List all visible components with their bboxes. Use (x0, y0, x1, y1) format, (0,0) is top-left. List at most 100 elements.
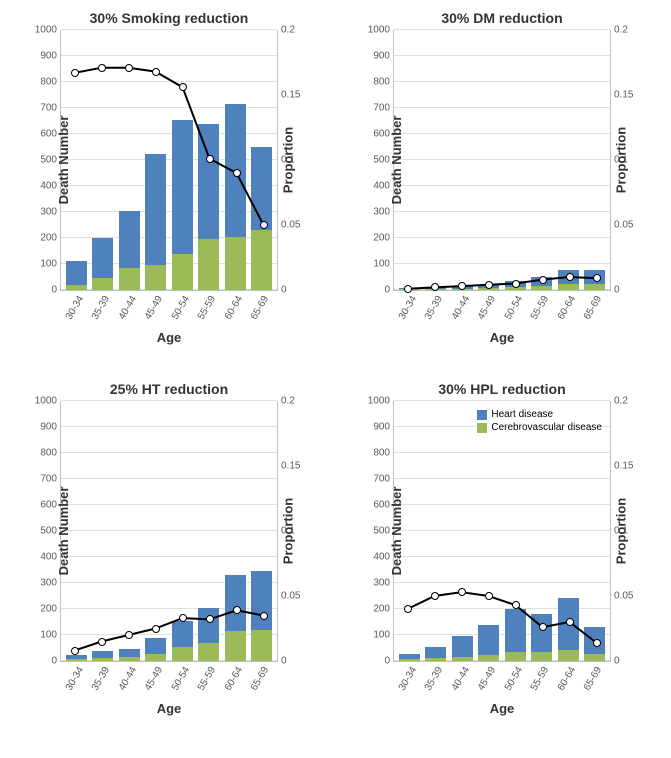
ytick-left: 700 (40, 103, 61, 114)
xtick: 45-49 (143, 665, 165, 693)
bar-group: 30-34 (396, 30, 423, 290)
legend-swatch (477, 410, 487, 420)
ytick-left: 0 (51, 285, 61, 296)
xtick: 30-34 (396, 294, 418, 322)
chart-panel: 25% HT reduction010020030040050060070080… (10, 381, 328, 722)
bar-group: 50-54 (502, 401, 529, 661)
bar-cerebro (251, 230, 272, 290)
bars-container: 30-3435-3940-4445-4950-5455-5960-6465-69 (394, 30, 610, 290)
ytick-left: 700 (373, 474, 394, 485)
line-marker (593, 274, 601, 282)
bar-cerebro (531, 652, 552, 661)
ytick-right: 0.15 (610, 90, 633, 101)
ytick-right: 0.15 (610, 461, 633, 472)
ytick-right: 0 (277, 656, 287, 667)
ytick-left: 0 (384, 285, 394, 296)
xtick: 65-69 (249, 665, 271, 693)
ytick-right: 0.05 (277, 220, 300, 231)
xtick: 55-59 (196, 665, 218, 693)
xtick: 35-39 (90, 294, 112, 322)
xtick: 35-39 (423, 665, 445, 693)
ylabel-right: Proportion (613, 127, 628, 193)
bar-cerebro (584, 654, 605, 661)
bar-cerebro (531, 286, 552, 290)
bar-group: 35-39 (423, 401, 450, 661)
bar-cerebro (198, 239, 219, 290)
bar-cerebro (119, 657, 140, 661)
bar-group: 30-34 (396, 401, 423, 661)
bars-container: 30-3435-3940-4445-4950-5455-5960-6465-69 (394, 401, 610, 661)
bar-cerebro (399, 659, 420, 661)
bar-group: 45-49 (143, 401, 170, 661)
ylabel-right: Proportion (280, 127, 295, 193)
xlabel: Age (394, 701, 610, 716)
legend-label: Heart disease (491, 409, 553, 420)
ytick-left: 800 (373, 77, 394, 88)
xlabel: Age (61, 330, 277, 345)
bar-group: 65-69 (249, 30, 276, 290)
bar-group: 65-69 (582, 401, 609, 661)
line-marker (431, 592, 439, 600)
bar-heart (225, 575, 246, 631)
plot-area: 0100200300400500600700800900100000.050.1… (60, 401, 278, 662)
bar-cerebro (145, 654, 166, 661)
xtick: 50-54 (169, 294, 191, 322)
legend-label: Cerebrovascular disease (491, 422, 602, 433)
bar-cerebro (145, 265, 166, 290)
xtick: 40-44 (449, 665, 471, 693)
bar-group: 50-54 (502, 30, 529, 290)
bar-cerebro (251, 630, 272, 661)
xtick: 45-49 (476, 294, 498, 322)
bar-heart (145, 638, 166, 654)
ytick-left: 800 (40, 448, 61, 459)
line-marker (593, 639, 601, 647)
line-marker (179, 614, 187, 622)
ytick-left: 200 (40, 233, 61, 244)
bar-cerebro (505, 652, 526, 661)
bar-group: 65-69 (582, 30, 609, 290)
plot-area: 0100200300400500600700800900100000.050.1… (60, 30, 278, 291)
bar-cerebro (198, 643, 219, 661)
bar-heart (251, 571, 272, 629)
bar-group: 60-64 (222, 30, 249, 290)
ytick-left: 1000 (368, 25, 394, 36)
bar-cerebro (225, 237, 246, 290)
bar-group: 40-44 (116, 401, 143, 661)
bar-group: 65-69 (249, 401, 276, 661)
ytick-left: 200 (373, 604, 394, 615)
xtick: 60-64 (222, 294, 244, 322)
chart-panel: 30% HPL reduction01002003004005006007008… (343, 381, 661, 722)
ytick-left: 700 (40, 474, 61, 485)
ytick-left: 300 (40, 578, 61, 589)
xtick: 55-59 (529, 665, 551, 693)
chart-panel: 30% Smoking reduction0100200300400500600… (10, 10, 328, 351)
xtick: 50-54 (502, 665, 524, 693)
xtick: 40-44 (116, 665, 138, 693)
line-marker (71, 69, 79, 77)
legend-item: Heart disease (477, 409, 602, 420)
ytick-left: 900 (40, 422, 61, 433)
bar-cerebro (505, 287, 526, 290)
ytick-left: 0 (384, 656, 394, 667)
ylabel-right: Proportion (613, 498, 628, 564)
ytick-left: 100 (373, 630, 394, 641)
xtick: 50-54 (169, 665, 191, 693)
ytick-right: 0.2 (610, 396, 628, 407)
legend: Heart disease Cerebrovascular disease (475, 407, 604, 437)
bar-cerebro (425, 658, 446, 661)
bar-cerebro (66, 659, 87, 661)
xtick: 65-69 (582, 665, 604, 693)
line-marker (206, 155, 214, 163)
bar-group: 40-44 (449, 401, 476, 661)
bar-heart (66, 261, 87, 284)
bar-cerebro (584, 284, 605, 290)
xtick: 55-59 (196, 294, 218, 322)
bar-group: 60-64 (555, 30, 582, 290)
xtick: 45-49 (476, 665, 498, 693)
ytick-left: 900 (373, 51, 394, 62)
bar-heart (172, 120, 193, 254)
ytick-right: 0.05 (610, 591, 633, 602)
line-marker (458, 282, 466, 290)
ytick-left: 300 (40, 207, 61, 218)
line-marker (485, 592, 493, 600)
